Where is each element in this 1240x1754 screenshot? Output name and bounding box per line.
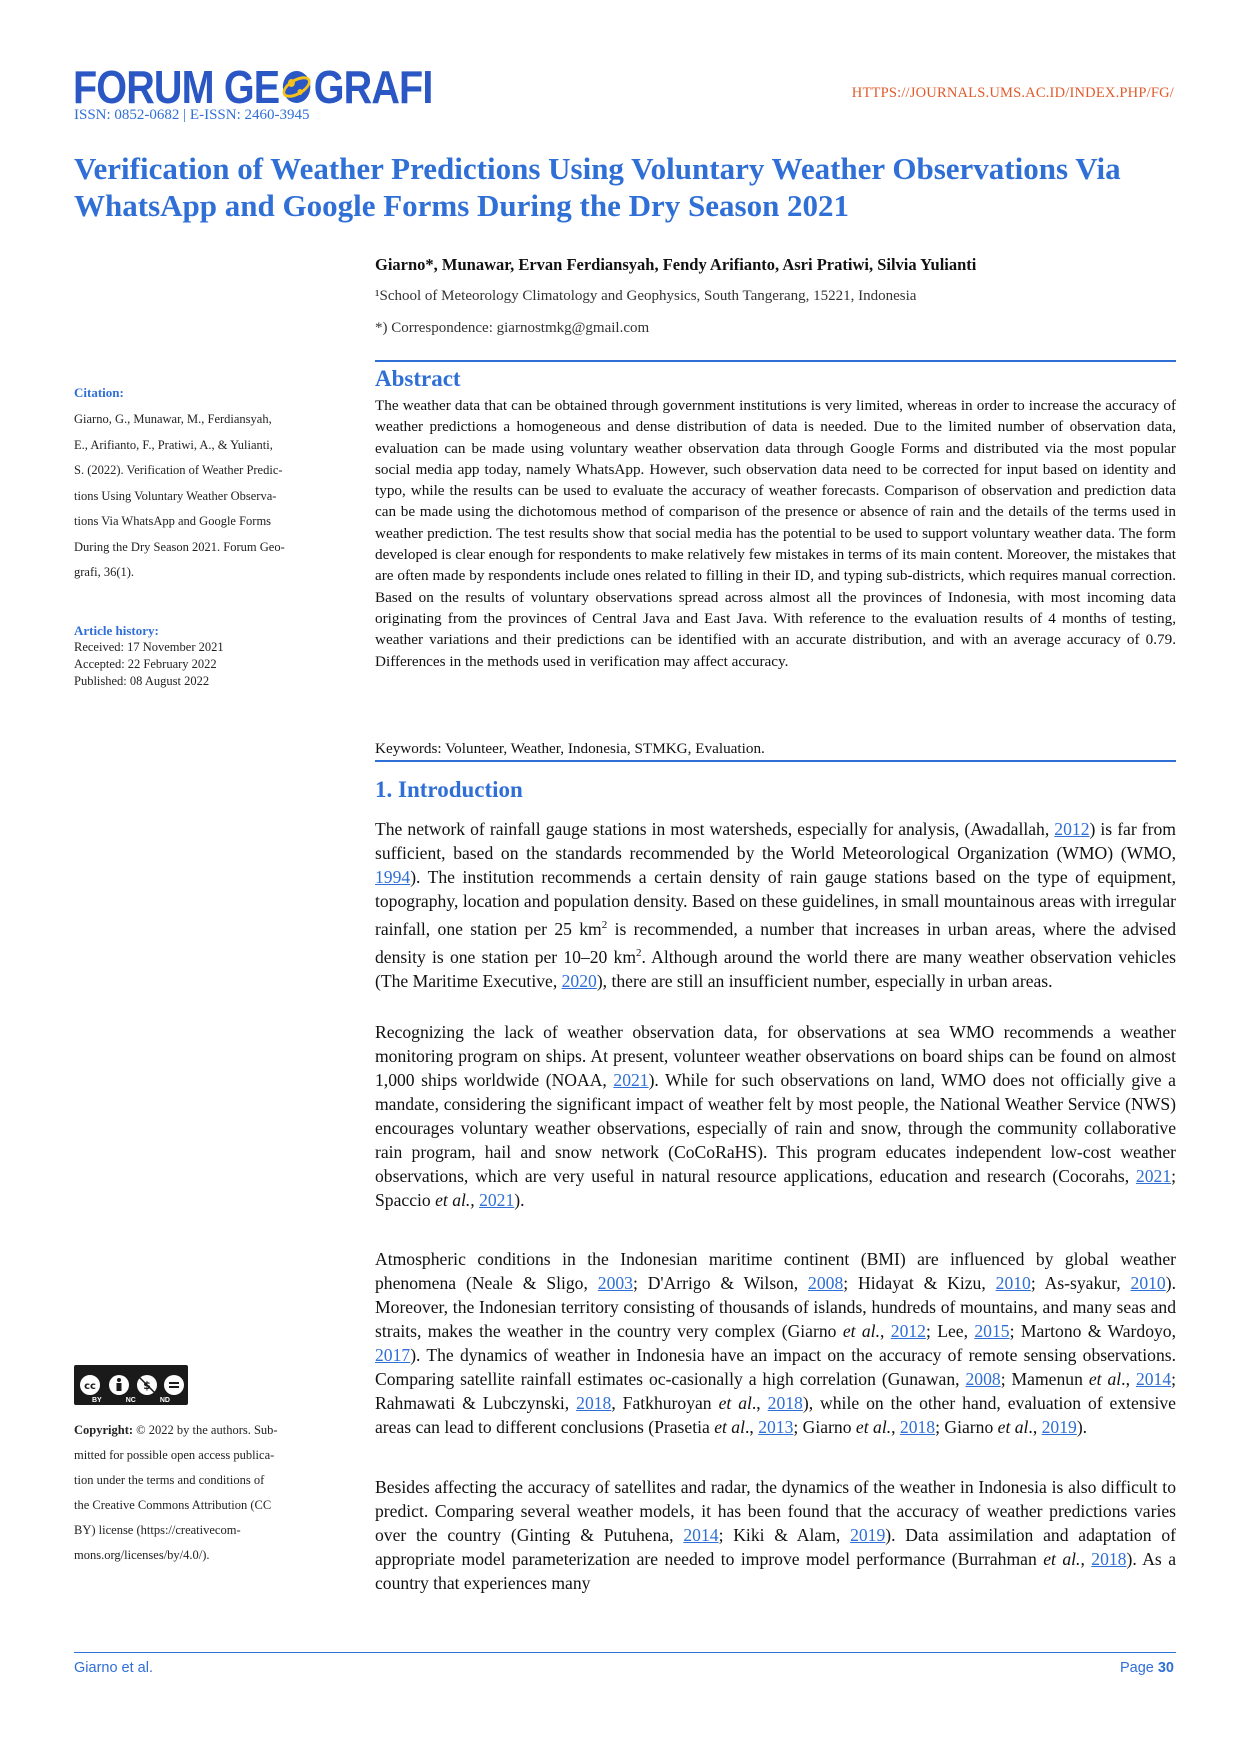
citation-year-link[interactable]: 2020 xyxy=(561,970,597,991)
article-title: Verification of Weather Predictions Usin… xyxy=(74,151,1121,223)
citation-year-link[interactable]: 2021 xyxy=(613,1070,649,1090)
svg-text:cc: cc xyxy=(84,1381,96,1392)
citation-year-link[interactable]: 2012 xyxy=(1054,819,1090,839)
history-line: Published: 08 August 2022 xyxy=(74,674,210,688)
history-line: Accepted: 22 February 2022 xyxy=(74,657,217,671)
citation-text: Giarno, G., Munawar, M., Ferdiansyah, E.,… xyxy=(74,407,324,586)
italic-text: et al xyxy=(1088,1369,1122,1389)
italic-text: et al xyxy=(714,1417,745,1437)
cc-icon: cc xyxy=(77,1373,102,1397)
citation-year-link[interactable]: 2018 xyxy=(1091,1549,1127,1569)
superscript: 2 xyxy=(636,946,642,959)
italic-text: et al., xyxy=(435,1190,475,1210)
citation-year-link[interactable]: 2012 xyxy=(890,1321,926,1341)
citation-block: Citation: Giarno, G., Munawar, M., Ferdi… xyxy=(74,385,324,586)
citation-year-link[interactable]: 2010 xyxy=(995,1273,1031,1293)
paragraph-1: The network of rainfall gauge stations i… xyxy=(375,819,1176,991)
history-text: Received: 17 November 2021 Accepted: 22 F… xyxy=(74,639,324,690)
citation-line: tions Via WhatsApp and Google Forms xyxy=(74,514,272,528)
citation-year-link[interactable]: 2021 xyxy=(1135,1166,1172,1186)
journal-logo: FORUM GE GRAFI xyxy=(73,60,434,114)
globe-icon xyxy=(282,71,311,103)
copyright-line: © 2022 by the authors. Sub- xyxy=(133,1423,278,1437)
citation-year-link[interactable]: 2014 xyxy=(683,1525,719,1545)
attribution-icon xyxy=(109,1375,130,1395)
citation-year-link[interactable]: 2010 xyxy=(1130,1273,1166,1293)
noderivatives-icon xyxy=(164,1375,185,1395)
authors: Giarno*, Munawar, Ervan Ferdiansyah, Fen… xyxy=(375,255,977,274)
issn: ISSN: 0852-0682 | E-ISSN: 2460-3945 xyxy=(74,107,310,123)
noncommercial-icon: $ xyxy=(136,1375,157,1395)
citation-year-link[interactable]: 2021 xyxy=(479,1190,515,1210)
history-label: Article history: xyxy=(74,623,159,638)
paragraph-4: Besides affecting the accuracy of satell… xyxy=(375,1477,1177,1593)
cc-by-label: BY xyxy=(92,1397,102,1404)
page-number-value: 30 xyxy=(1157,1660,1174,1676)
citation-year-link[interactable]: 2018 xyxy=(767,1393,803,1413)
copyright-text: Copyright: © 2022 by the authors. Sub-mi… xyxy=(74,1418,324,1568)
section-heading-introduction: 1. Introduction xyxy=(375,777,523,802)
footer-divider xyxy=(74,1652,1176,1653)
citation-line: tions Using Voluntary Weather Observa- xyxy=(74,488,277,503)
copyright-line: tion under the terms and conditions of xyxy=(74,1473,265,1487)
article-history-block: Article history: Received: 17 November 2… xyxy=(74,623,324,690)
citation-year-link[interactable]: 2019 xyxy=(1041,1417,1077,1437)
citation-year-link[interactable]: 2017 xyxy=(375,1345,411,1365)
paragraph-3: Atmospheric conditions in the Indonesian… xyxy=(375,1249,1177,1437)
citation-year-link[interactable]: 2008 xyxy=(965,1369,1001,1389)
copyright-line: the Creative Commons Attribution (CC xyxy=(74,1498,272,1512)
abstract-heading: Abstract xyxy=(375,366,461,391)
citation-year-link[interactable]: 2003 xyxy=(597,1273,633,1293)
copyright-label: Copyright: xyxy=(74,1423,134,1437)
citation-year-link[interactable]: 2018 xyxy=(576,1393,612,1413)
cc-nd-label: ND xyxy=(159,1397,170,1404)
citation-line: grafi, 36(1). xyxy=(74,565,135,579)
italic-text: et al xyxy=(997,1417,1029,1437)
citation-line: S. (2022). Verification of Weather Predi… xyxy=(74,463,283,477)
citation-year-link[interactable]: 2014 xyxy=(1135,1369,1172,1389)
abstract-text: The weather data that can be obtained th… xyxy=(375,397,1176,670)
paragraph-2: Recognizing the lack of weather observat… xyxy=(375,1022,1176,1210)
citation-year-link[interactable]: 2008 xyxy=(808,1273,844,1293)
page-number: Page 30 xyxy=(1120,1660,1174,1676)
affiliation: ¹School of Meteorology Climatology and G… xyxy=(375,288,917,304)
citation-year-link[interactable]: 2018 xyxy=(899,1417,936,1437)
copyright-line: mitted for possible open access publica- xyxy=(74,1448,275,1462)
italic-text: et al. xyxy=(855,1417,892,1437)
italic-text: et al xyxy=(718,1393,752,1413)
copyright-line: mons.org/licenses/by/4.0/). xyxy=(74,1548,210,1562)
cc-license-badge[interactable]: cc $ xyxy=(74,1365,188,1405)
cc-badge-labels: BY NC ND xyxy=(80,1397,182,1404)
citation-year-link[interactable]: 2015 xyxy=(974,1321,1010,1341)
journal-url-link[interactable]: HTTPS://JOURNALS.UMS.AC.ID/INDEX.PHP/FG/ xyxy=(851,85,1174,101)
citation-line: During the Dry Season 2021. Forum Geo- xyxy=(74,539,285,554)
page-label: Page xyxy=(1119,1660,1158,1676)
logo-text-left: FORUM GE xyxy=(73,61,280,113)
correspondence: *) Correspondence: giarnostmkg@gmail.com xyxy=(375,320,650,336)
divider-top xyxy=(375,360,1176,362)
citation-label: Citation: xyxy=(74,385,124,400)
citation-year-link[interactable]: 2019 xyxy=(850,1525,886,1545)
keywords: Keywords: Volunteer, Weather, Indonesia,… xyxy=(375,740,765,757)
citation-year-link[interactable]: 1994 xyxy=(375,867,411,887)
copyright-body: © 2022 by the authors. Sub-mitted for po… xyxy=(74,1423,324,1568)
logo-text-right: GRAFI xyxy=(313,61,434,113)
history-line: Received: 17 November 2021 xyxy=(74,640,224,654)
copyright-line: BY) license (https://creativecom- xyxy=(74,1523,241,1537)
italic-text: et al. xyxy=(1043,1549,1081,1569)
italic-text: et al. xyxy=(842,1321,880,1341)
citation-line: E., Arifianto, F., Pratiwi, A., & Yulian… xyxy=(74,437,273,452)
cc-nc-label: NC xyxy=(125,1397,136,1404)
citation-year-link[interactable]: 2013 xyxy=(758,1417,794,1437)
citation-line: Giarno, G., Munawar, M., Ferdiansyah, xyxy=(74,412,272,426)
divider-keywords xyxy=(375,760,1176,762)
footer-author: Giarno et al. xyxy=(74,1660,153,1676)
superscript: 2 xyxy=(601,919,608,931)
